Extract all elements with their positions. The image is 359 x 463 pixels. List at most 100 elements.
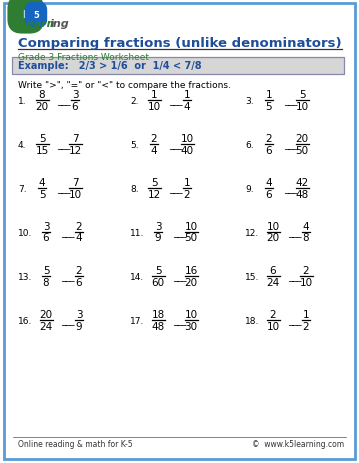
- Text: 50: 50: [295, 145, 309, 155]
- Text: 8: 8: [39, 90, 45, 100]
- Text: 48: 48: [295, 189, 309, 199]
- Text: 10: 10: [181, 134, 194, 144]
- Text: 20: 20: [295, 134, 309, 144]
- Text: 1: 1: [184, 90, 190, 100]
- Text: 18: 18: [151, 310, 165, 320]
- Text: 5: 5: [39, 189, 45, 199]
- Text: 7.: 7.: [18, 185, 27, 194]
- Text: 5: 5: [43, 266, 49, 276]
- Text: 60: 60: [151, 277, 164, 287]
- Text: 17.: 17.: [130, 316, 144, 325]
- Text: 5.: 5.: [130, 141, 139, 150]
- Text: Comparing fractions (unlike denominators): Comparing fractions (unlike denominators…: [18, 37, 342, 50]
- Text: 2: 2: [270, 310, 276, 320]
- Text: 5: 5: [266, 101, 272, 111]
- Text: 10: 10: [295, 101, 309, 111]
- Text: 6.: 6.: [245, 141, 253, 150]
- Text: ___: ___: [288, 229, 302, 238]
- Text: ___: ___: [169, 185, 182, 194]
- Text: 5: 5: [33, 11, 39, 20]
- Text: ___: ___: [284, 97, 298, 106]
- Text: 1.: 1.: [18, 97, 27, 106]
- Text: 4: 4: [76, 233, 82, 243]
- Text: ___: ___: [288, 317, 302, 326]
- Text: 13.: 13.: [18, 272, 32, 282]
- Text: 16: 16: [185, 266, 197, 276]
- Text: 4: 4: [39, 178, 45, 188]
- Text: 4: 4: [151, 145, 157, 155]
- Text: 2: 2: [303, 321, 309, 331]
- Text: ___: ___: [57, 141, 70, 150]
- Text: 1: 1: [184, 178, 190, 188]
- Text: 14.: 14.: [130, 272, 144, 282]
- Text: 7: 7: [72, 134, 78, 144]
- Text: 9.: 9.: [245, 185, 253, 194]
- Text: 6: 6: [43, 233, 49, 243]
- Text: 7: 7: [72, 178, 78, 188]
- Text: 3: 3: [43, 222, 49, 232]
- Text: 20: 20: [39, 310, 52, 320]
- Text: 5: 5: [155, 266, 161, 276]
- Text: 40: 40: [181, 145, 194, 155]
- Text: 4: 4: [266, 178, 272, 188]
- Text: 2: 2: [184, 189, 190, 199]
- Text: Learn: Learn: [20, 19, 56, 29]
- Text: ___: ___: [284, 141, 298, 150]
- Text: 11.: 11.: [130, 229, 144, 238]
- Text: 2: 2: [76, 222, 82, 232]
- Text: 2: 2: [76, 266, 82, 276]
- Text: ___: ___: [57, 185, 70, 194]
- Text: 10.: 10.: [18, 229, 32, 238]
- Text: ___: ___: [284, 185, 298, 194]
- Text: ___: ___: [169, 97, 182, 106]
- Text: 2.: 2.: [130, 97, 139, 106]
- Text: 10: 10: [299, 277, 313, 287]
- Text: 10: 10: [266, 321, 280, 331]
- Text: 9: 9: [76, 321, 82, 331]
- Text: 10: 10: [185, 310, 197, 320]
- Text: 6: 6: [270, 266, 276, 276]
- Text: Example:   2/3 > 1/6  or  1/4 < 7/8: Example: 2/3 > 1/6 or 1/4 < 7/8: [18, 61, 202, 71]
- Text: 10: 10: [69, 189, 81, 199]
- Text: 4.: 4.: [18, 141, 27, 150]
- Text: ___: ___: [61, 273, 75, 282]
- Text: 5: 5: [151, 178, 157, 188]
- Text: ___: ___: [57, 97, 70, 106]
- Text: 6: 6: [266, 145, 272, 155]
- Text: 2: 2: [303, 266, 309, 276]
- Text: K: K: [22, 10, 29, 20]
- Text: 3: 3: [72, 90, 78, 100]
- Text: 6: 6: [266, 189, 272, 199]
- FancyBboxPatch shape: [12, 58, 344, 75]
- Text: 5: 5: [299, 90, 305, 100]
- Text: 2: 2: [151, 134, 157, 144]
- Text: 4: 4: [184, 101, 190, 111]
- Text: 12: 12: [148, 189, 160, 199]
- Text: 20: 20: [266, 233, 280, 243]
- Text: 5: 5: [39, 134, 45, 144]
- Text: ___: ___: [288, 273, 302, 282]
- Text: 10: 10: [148, 101, 160, 111]
- Text: 18.: 18.: [245, 316, 259, 325]
- Text: 8.: 8.: [130, 185, 139, 194]
- Text: 24: 24: [39, 321, 53, 331]
- Text: ___: ___: [61, 229, 75, 238]
- Text: 1: 1: [151, 90, 157, 100]
- Text: Grade 3 Fractions Worksheet: Grade 3 Fractions Worksheet: [18, 53, 149, 62]
- Text: ___: ___: [169, 141, 182, 150]
- Text: 3: 3: [155, 222, 161, 232]
- Text: 1: 1: [266, 90, 272, 100]
- Text: 30: 30: [185, 321, 197, 331]
- Text: 24: 24: [266, 277, 280, 287]
- Text: ___: ___: [61, 317, 75, 326]
- Text: 50: 50: [185, 233, 197, 243]
- Text: 15: 15: [36, 145, 48, 155]
- FancyBboxPatch shape: [4, 4, 355, 459]
- Text: 15.: 15.: [245, 272, 259, 282]
- Text: 12: 12: [68, 145, 81, 155]
- Text: ___: ___: [173, 317, 186, 326]
- Text: 12.: 12.: [245, 229, 259, 238]
- Text: 4: 4: [303, 222, 309, 232]
- Text: 6: 6: [72, 101, 78, 111]
- Text: 20: 20: [36, 101, 48, 111]
